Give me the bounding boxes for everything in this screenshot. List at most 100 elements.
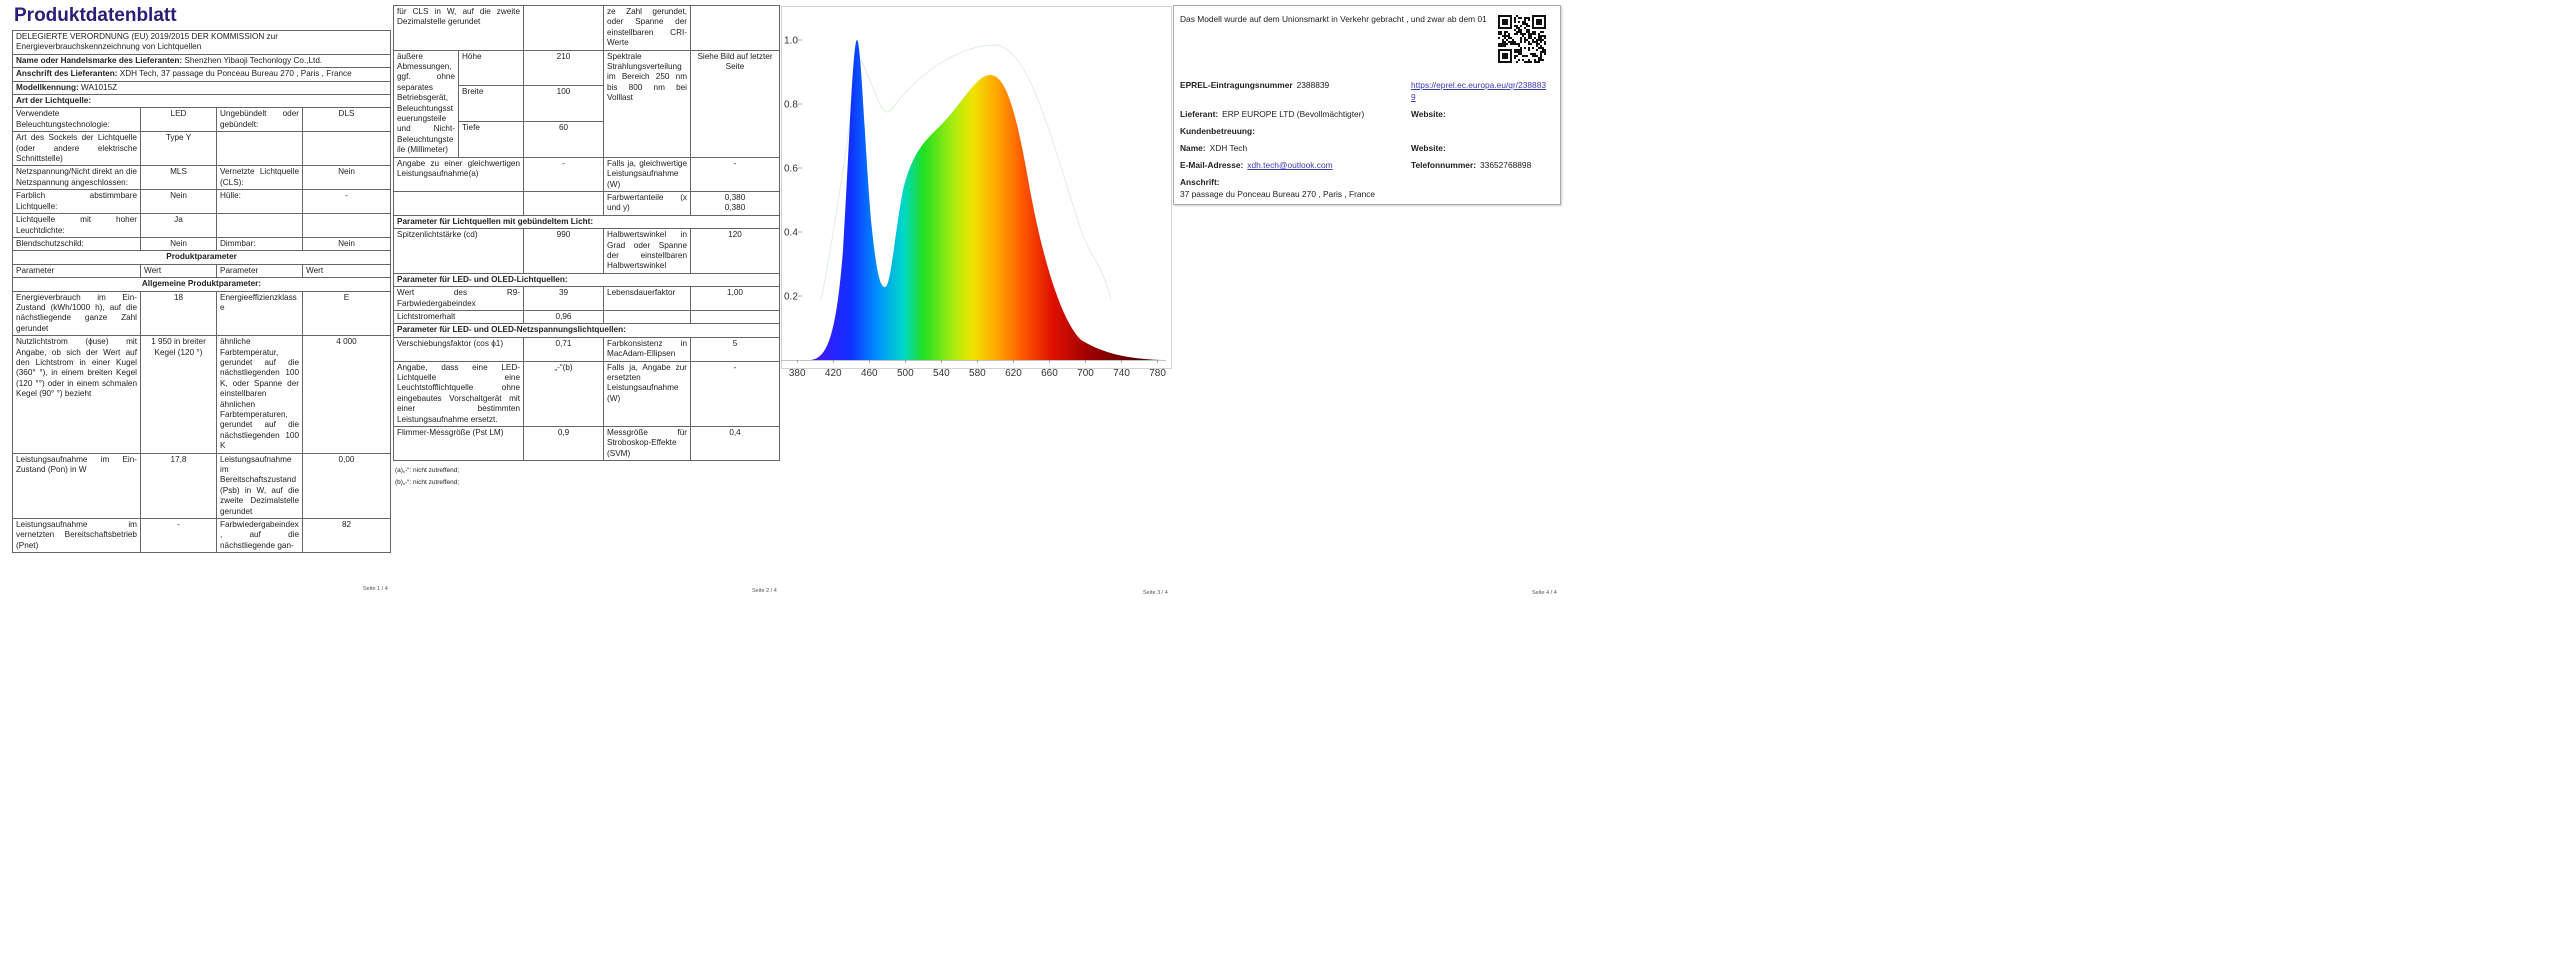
x-tick-label: 700 bbox=[1077, 368, 1094, 379]
cell-text: 82 bbox=[341, 520, 352, 530]
table-cell bbox=[216, 131, 303, 167]
table-cell: LED bbox=[140, 107, 217, 133]
cell-text: Lebensdauerfaktor bbox=[607, 288, 676, 298]
y-tick-label: 1.0 bbox=[784, 36, 798, 47]
table-row: Blendschutzschild: Nein Dimmbar: Nein bbox=[12, 236, 392, 252]
table-row: Parameter für LED- und OLED-Lichtquellen… bbox=[392, 272, 781, 288]
table-cell: Verschiebungsfaktor (cos ϕ1) bbox=[392, 336, 525, 362]
field-label: Anschrift des Lieferanten: bbox=[16, 69, 118, 79]
table-row: Angabe, dass eine LED-Lichtquelle eine L… bbox=[392, 360, 781, 428]
cell-text: LED bbox=[170, 109, 187, 119]
address: 37 passage du Ponceau Bureau 270 , Paris… bbox=[1180, 189, 1376, 199]
footnote: (a)„-“: nicht zutreffend; bbox=[395, 467, 460, 475]
cell-text: 100 bbox=[556, 87, 571, 97]
cell-text: Parameter für Lichtquellen mit gebündelt… bbox=[397, 216, 594, 226]
eprel-link-box: https://eprel.ec.europa.eu/qr/2388839 bbox=[1411, 80, 1549, 103]
table-cell: Hülle: bbox=[216, 189, 303, 215]
value: XDH Tech bbox=[1209, 143, 1248, 153]
x-tick-label: 620 bbox=[1005, 368, 1022, 379]
table-cell: Halbwertswinkel in Grad oder Spanne der … bbox=[603, 228, 692, 274]
cell-text: Falls ja, gleichwertige Leistungsaufnahm… bbox=[607, 158, 688, 189]
table-cell: 0,71 bbox=[523, 336, 605, 362]
label: E-Mail-Adresse: bbox=[1180, 160, 1244, 170]
cell-text: E bbox=[343, 292, 350, 302]
table-row: Spitzenlichtstärke (cd) 990 Halbwertswinke… bbox=[392, 228, 781, 274]
table-cell: für CLS in W, auf die zweite Dezimalstel… bbox=[392, 5, 525, 51]
table-cell: 0,4 bbox=[690, 426, 781, 462]
value: 2388839 bbox=[1296, 80, 1330, 90]
table-cell: Dimmbar: bbox=[216, 236, 303, 252]
cell-text: Wert des R9-Farbwiedergabeindex bbox=[397, 288, 521, 308]
chart-frame bbox=[781, 6, 1172, 369]
table-cell: 1 950 in breiter Kegel (120 °) bbox=[140, 335, 217, 454]
table-row: Farblich abstimmbare Lichtquelle: Nein Hül… bbox=[12, 189, 392, 215]
table-cell: 39 bbox=[523, 286, 605, 311]
qr-pattern bbox=[1498, 15, 1546, 63]
table-row: Parameter Wert Parameter Wert bbox=[12, 263, 392, 279]
email-link[interactable]: xdh.tech@outlook.com bbox=[1247, 160, 1333, 170]
cell-text: Art der Lichtquelle: bbox=[16, 96, 92, 106]
y-tick-label: 0.8 bbox=[784, 100, 798, 111]
cell-text: Halbwertswinkel in Grad oder Spanne der … bbox=[607, 230, 688, 271]
table-row: Wert des R9-Farbwiedergabeindex 39 Lebensd… bbox=[392, 286, 781, 311]
document-title: Produktdatenblatt bbox=[14, 5, 177, 26]
cell-text: - bbox=[345, 191, 348, 201]
cell-text: Farbkonsistenz in MacAdam-Ellipsen bbox=[607, 338, 688, 359]
cell-text: DELEGIERTE VERORDNUNG (EU) 2019/2015 DER… bbox=[16, 32, 278, 52]
cell-text: für CLS in W, auf die zweite Dezimalstel… bbox=[397, 7, 521, 27]
table-cell: - bbox=[690, 360, 781, 428]
table-cell: Falls ja, gleichwertige Leistungsaufnahm… bbox=[603, 156, 692, 192]
cell-text: 18 bbox=[173, 292, 184, 302]
table-cell bbox=[301, 131, 392, 167]
cell-line: 0,380 bbox=[724, 192, 746, 202]
email-row: E-Mail-Adresse: xdh.tech@outlook.com bbox=[1180, 160, 1333, 172]
cell-text: 60 bbox=[558, 123, 569, 132]
table-cell: Blendschutzschild: bbox=[12, 236, 141, 252]
table-cell: Lichtquelle mit hoher Leuchtdichte: bbox=[12, 213, 141, 238]
spectrum-curve bbox=[811, 40, 1163, 360]
table-cell: Vernetzte Lichtquelle (CLS): bbox=[216, 165, 303, 191]
cell-text: Art des Sockels der Lichtquelle (oder an… bbox=[16, 133, 137, 164]
cell-text: MLS bbox=[170, 167, 187, 177]
table-cell: Messgröße für Stroboskop-Effekte (SVM) bbox=[603, 426, 692, 462]
table-cell: 0,380 0,380 bbox=[690, 190, 781, 216]
footnotes: (a)„-“: nicht zutreffend; (b)„-“: nicht … bbox=[393, 465, 781, 489]
table-cell: Type Y bbox=[140, 131, 217, 167]
table-cell: ze Zahl gerundet, oder Spanne der einste… bbox=[603, 5, 692, 51]
table-cell: Leistungsaufnahme im Bereitschaftszustan… bbox=[216, 452, 303, 520]
cell-text: DLS bbox=[338, 109, 355, 119]
table-row: Anschrift des Lieferanten: XDH Tech, 37 … bbox=[12, 67, 392, 82]
eprel-link[interactable]: https://eprel.ec.europa.eu/qr/2388839 bbox=[1411, 80, 1547, 102]
table-cell: Modellkennung: WA1015Z bbox=[12, 80, 392, 96]
cell-text: Lichtstromerhalt bbox=[397, 311, 456, 321]
x-tick-label: 420 bbox=[825, 368, 842, 379]
table-cell: Name oder Handelsmarke des Lieferanten: … bbox=[12, 53, 392, 69]
field-value: Shenzhen Yibaoji Techonlogy Co.,Ltd. bbox=[184, 55, 323, 65]
cell-text: Parameter für LED- und OLED-Lichtquellen… bbox=[397, 274, 568, 284]
cell-text: Leistungsaufnahme im Ein-Zustand (Pon) i… bbox=[16, 454, 137, 475]
table-cell: DLS bbox=[301, 107, 392, 133]
table-cell: - bbox=[140, 518, 217, 554]
table-cell bbox=[392, 190, 525, 216]
table-cell: Parameter bbox=[12, 263, 141, 279]
website-row: Website: bbox=[1411, 143, 1450, 155]
table-cell: 0,9 bbox=[523, 426, 605, 462]
table-row: Lichtquelle mit hoher Leuchtdichte: Ja bbox=[12, 213, 392, 238]
table-cell: DELEGIERTE VERORDNUNG (EU) 2019/2015 DER… bbox=[12, 30, 392, 55]
cell-text: 0,9 bbox=[557, 428, 570, 438]
field-value: XDH Tech, 37 passage du Ponceau Bureau 2… bbox=[119, 69, 352, 79]
cell-text: 0,71 bbox=[555, 338, 572, 348]
table-cell: 4 000 bbox=[301, 335, 392, 454]
cell-text: Energieverbrauch im Ein-Zustand (kWh/100… bbox=[16, 292, 137, 333]
table-cell: Farbwertanteile (x und y) bbox=[603, 190, 692, 216]
name-row: Name: XDH Tech bbox=[1180, 143, 1247, 155]
label: EPREL-Eintragungsnummer bbox=[1180, 80, 1293, 90]
table-cell bbox=[523, 190, 605, 216]
table-cell: Nein bbox=[301, 165, 392, 191]
address-label: Anschrift: bbox=[1180, 177, 1220, 187]
label: Lieferant: bbox=[1180, 109, 1219, 119]
table-cell: E bbox=[301, 290, 392, 337]
table-row: Parameter für Lichtquellen mit gebündelt… bbox=[392, 214, 781, 230]
cell-text: Farbwertanteile (x und y) bbox=[607, 192, 688, 213]
cell-text: Energieeffizienzklasse bbox=[220, 292, 297, 312]
